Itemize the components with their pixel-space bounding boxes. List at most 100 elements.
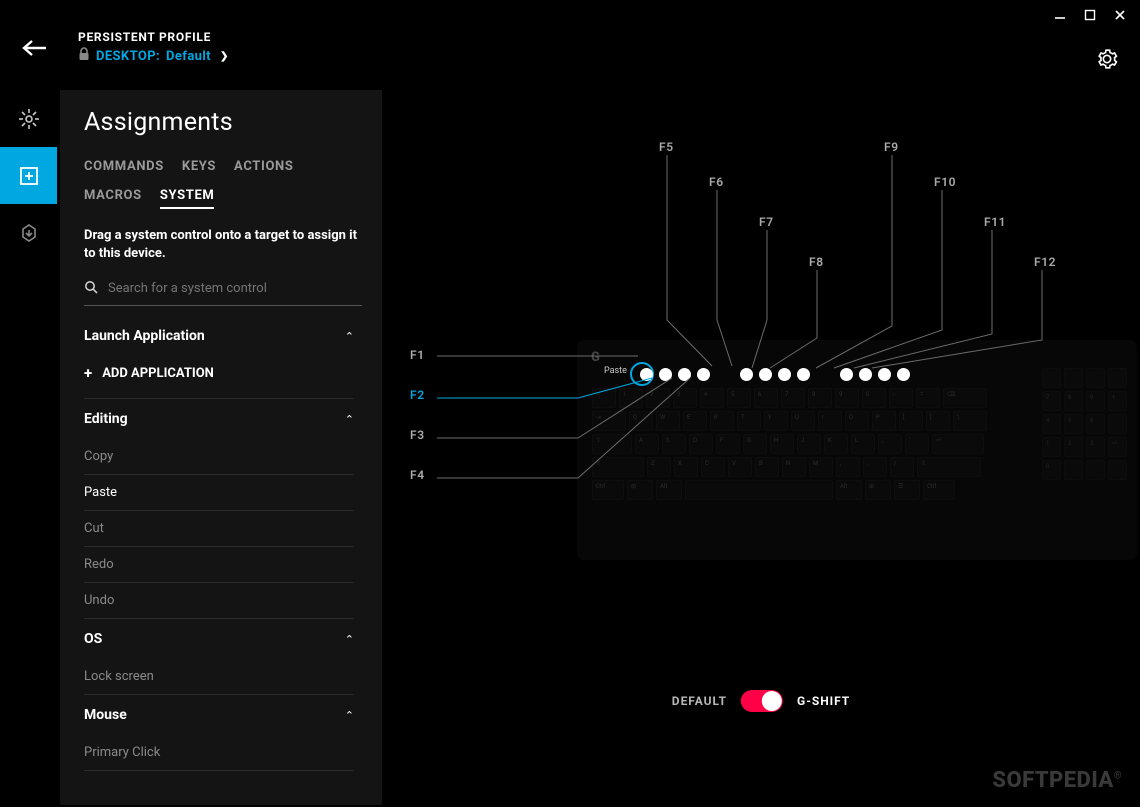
key[interactable]: ⌫ (943, 388, 987, 408)
key[interactable]: I (818, 411, 842, 431)
tab-commands[interactable]: COMMANDS (84, 159, 164, 178)
key[interactable]: , (836, 457, 860, 477)
key[interactable]: T (737, 411, 761, 431)
key[interactable]: A (635, 434, 659, 454)
key[interactable]: J (797, 434, 821, 454)
key[interactable]: X (674, 457, 698, 477)
tab-actions[interactable]: ACTIONS (234, 159, 294, 178)
key[interactable]: C (701, 457, 725, 477)
key[interactable]: ⊞ (865, 480, 891, 500)
fkey-dot-f3[interactable] (678, 368, 691, 381)
settings-button[interactable] (1096, 48, 1118, 74)
key[interactable]: ⊞ (627, 480, 653, 500)
key[interactable]: ⇥ (592, 411, 626, 431)
key[interactable]: O (845, 411, 869, 431)
tab-keys[interactable]: KEYS (182, 159, 216, 178)
key[interactable]: B (755, 457, 779, 477)
section-launch-application[interactable]: Launch Application⌃ (84, 316, 354, 356)
key[interactable] (685, 480, 833, 500)
key[interactable]: 0 (862, 388, 886, 408)
section-mouse[interactable]: Mouse⌃ (84, 695, 354, 735)
fkey-dot-f4[interactable] (697, 368, 710, 381)
key[interactable]: M (809, 457, 833, 477)
list-item[interactable]: Redo (84, 547, 354, 583)
key[interactable]: P (872, 411, 896, 431)
key[interactable]: L (851, 434, 875, 454)
fkey-dot-f11[interactable] (878, 368, 891, 381)
key[interactable]: 6 (754, 388, 778, 408)
key[interactable]: = (916, 388, 940, 408)
key[interactable]: ] (926, 411, 950, 431)
key[interactable]: . (863, 457, 887, 477)
list-item[interactable]: Secondary Click (84, 771, 354, 776)
key[interactable]: 3 (673, 388, 697, 408)
key[interactable]: Ctrl (592, 480, 624, 500)
add-application-button[interactable]: +ADD APPLICATION (84, 356, 354, 399)
key[interactable]: / (890, 457, 914, 477)
search-input[interactable] (108, 281, 362, 296)
key[interactable]: Ctrl (923, 480, 955, 500)
profile-selector[interactable]: PERSISTENT PROFILE DESKTOP: Default ❯ (78, 30, 229, 65)
tab-system[interactable]: SYSTEM (160, 188, 215, 209)
key[interactable]: 8 (808, 388, 832, 408)
maximize-button[interactable] (1082, 7, 1098, 23)
key[interactable]: ⇪ (592, 434, 632, 454)
key[interactable]: ' (905, 434, 929, 454)
key[interactable]: E (683, 411, 707, 431)
gaming-tab[interactable] (0, 204, 57, 261)
fkey-dot-f8[interactable] (797, 368, 810, 381)
fkey-dot-f12[interactable] (897, 368, 910, 381)
list-item[interactable]: Cut (84, 511, 354, 547)
gshift-toggle[interactable] (741, 690, 783, 712)
fkey-dot-f5[interactable] (740, 368, 753, 381)
key[interactable]: U (791, 411, 815, 431)
key[interactable]: ⏎ (932, 434, 984, 454)
key[interactable]: K (824, 434, 848, 454)
list-item[interactable]: Copy (84, 439, 354, 475)
key[interactable]: 2 (646, 388, 670, 408)
key[interactable]: Z (647, 457, 671, 477)
fkey-dot-f1[interactable] (640, 368, 653, 381)
key[interactable]: V (728, 457, 752, 477)
key[interactable]: N (782, 457, 806, 477)
key[interactable]: 9 (835, 388, 859, 408)
section-os[interactable]: OS⌃ (84, 619, 354, 659)
fkey-dot-f6[interactable] (759, 368, 772, 381)
list-item[interactable]: Lock screen (84, 659, 354, 695)
lighting-tab[interactable] (0, 90, 57, 147)
key[interactable]: S (662, 434, 686, 454)
key[interactable]: Alt (656, 480, 682, 500)
close-button[interactable] (1112, 7, 1128, 23)
key[interactable]: Alt (836, 480, 862, 500)
key[interactable]: ; (878, 434, 902, 454)
key[interactable]: W (656, 411, 680, 431)
list-item[interactable]: Undo (84, 583, 354, 619)
minimize-button[interactable] (1052, 7, 1068, 23)
key[interactable]: ⇧ (917, 457, 981, 477)
fkey-dot-f10[interactable] (859, 368, 872, 381)
key[interactable]: - (889, 388, 913, 408)
back-button[interactable] (20, 34, 48, 62)
key[interactable]: Y (764, 411, 788, 431)
list-item[interactable]: Primary Click (84, 735, 354, 771)
assignments-tab[interactable] (0, 147, 57, 204)
key[interactable]: ⇧ (592, 457, 644, 477)
fkey-dot-f2[interactable] (659, 368, 672, 381)
key[interactable]: D (689, 434, 713, 454)
key[interactable]: ~ (592, 388, 616, 408)
key[interactable]: 7 (781, 388, 805, 408)
key[interactable]: 4 (700, 388, 724, 408)
section-editing[interactable]: Editing⌃ (84, 399, 354, 439)
key[interactable]: H (770, 434, 794, 454)
fkey-dot-f7[interactable] (778, 368, 791, 381)
key[interactable]: Q (629, 411, 653, 431)
fkey-dot-f9[interactable] (840, 368, 853, 381)
key[interactable]: G (743, 434, 767, 454)
key[interactable]: ☰ (894, 480, 920, 500)
key[interactable]: \ (953, 411, 987, 431)
key[interactable]: 1 (619, 388, 643, 408)
key[interactable]: [ (899, 411, 923, 431)
list-item[interactable]: Paste (84, 475, 354, 511)
key[interactable]: 5 (727, 388, 751, 408)
key[interactable]: R (710, 411, 734, 431)
